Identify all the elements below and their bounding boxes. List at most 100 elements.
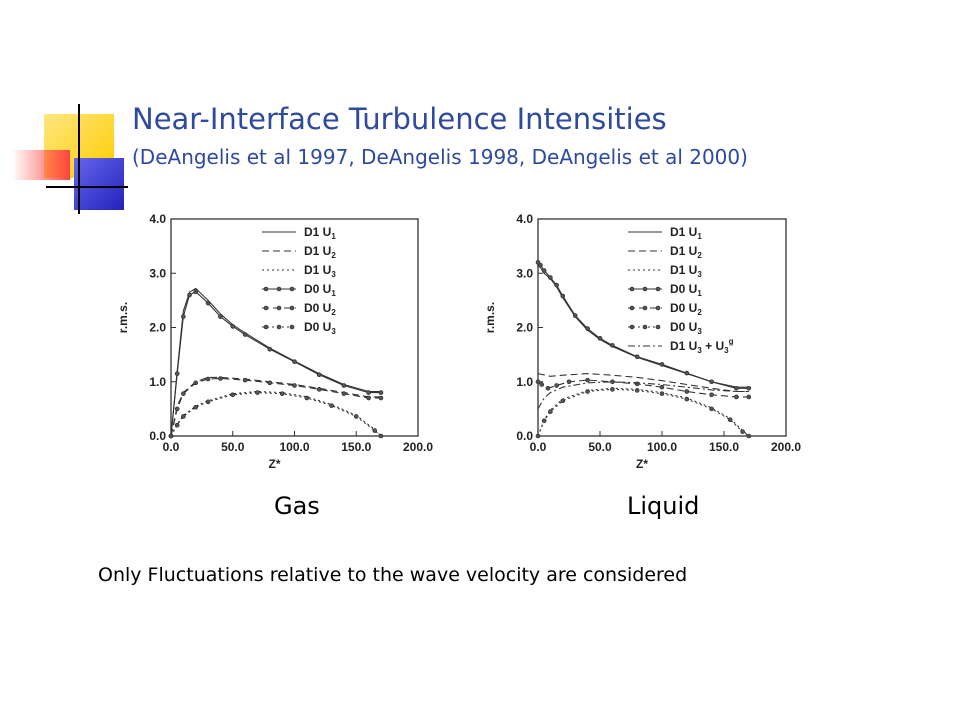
gas-y-axis-label: r.m.s.	[116, 302, 130, 333]
gas-series-point-4	[205, 376, 211, 382]
gas-ytick-label: 1.0	[149, 375, 166, 389]
liquid-xtick-label: 100.0	[647, 440, 677, 454]
liquid-series-point-3	[548, 275, 553, 280]
gas-series-point-3	[218, 314, 223, 319]
gas-ytick-label: 0.0	[149, 429, 166, 443]
liquid-xtick-label: 200.0	[771, 440, 801, 454]
gas-series-point-5	[329, 403, 334, 408]
gas-series-line-5	[170, 392, 382, 437]
gas-legend-marker-4	[276, 305, 282, 311]
gas-legend-marker-3	[276, 286, 282, 292]
liquid-series-point-5	[740, 429, 745, 434]
gas-series-point-5	[255, 390, 260, 395]
deco-blue-square	[74, 158, 124, 210]
gas-series-point-3	[242, 332, 248, 337]
liquid-xtick-label: 50.0	[588, 440, 612, 454]
liquid-series-point-5	[659, 391, 665, 396]
gas-series-point-3	[366, 390, 371, 395]
gas-series-line-2	[170, 390, 382, 437]
liquid-series-point-3	[597, 336, 603, 341]
gas-legend-marker-3	[263, 286, 269, 292]
gas-series-point-4	[174, 406, 180, 412]
liquid-series-point-4	[585, 377, 590, 383]
liquid-legend-marker-4	[655, 305, 661, 311]
liquid-legend-label-5: D0 U3	[670, 320, 702, 336]
liquid-series-line-2	[537, 387, 750, 437]
gas-xtick-label: 200.0	[403, 440, 433, 454]
liquid-series-point-3	[572, 313, 578, 318]
gas-legend-marker-5	[289, 324, 295, 330]
gas-series-point-3	[230, 324, 236, 329]
liquid-series-point-3	[659, 362, 665, 367]
gas-series-line-3	[170, 291, 381, 437]
liquid-legend-marker-3	[629, 286, 635, 292]
liquid-legend-label-4: D0 U2	[670, 301, 702, 317]
gas-caption: Gas	[274, 492, 320, 520]
gas-series-point-5	[230, 392, 236, 398]
liquid-series-point-4	[566, 379, 572, 385]
gas-series-point-4	[218, 376, 223, 381]
liquid-series-point-5	[548, 409, 553, 414]
gas-series-point-3	[181, 314, 186, 319]
gas-series-point-5	[174, 422, 180, 428]
liquid-series-point-5	[709, 406, 714, 412]
gas-series-point-5	[168, 433, 174, 439]
liquid-series-point-3	[610, 343, 615, 348]
gas-series-point-4	[242, 377, 248, 383]
gas-xtick-label: 50.0	[221, 440, 245, 454]
gas-series-point-3	[316, 372, 322, 377]
liquid-series-point-4	[554, 383, 559, 388]
liquid-series-point-3	[541, 268, 547, 273]
liquid-series-point-5	[746, 433, 752, 439]
liquid-series-point-4	[709, 392, 714, 398]
gas-series-point-4	[341, 391, 347, 396]
liquid-legend-marker-4	[642, 305, 648, 311]
gas-series-point-3	[292, 359, 297, 364]
gas-legend-label-5: D0 U3	[304, 320, 336, 336]
footnote: Only Fluctuations relative to the wave v…	[98, 564, 688, 586]
liquid-y-axis-label: r.m.s.	[483, 302, 497, 333]
liquid-series-point-5	[585, 389, 590, 394]
liquid-ytick-label: 3.0	[516, 266, 533, 280]
deco-horizontal-line	[46, 186, 128, 188]
slide-title: Near-Interface Turbulence Intensities	[132, 102, 667, 136]
gas-series-point-3	[267, 346, 273, 352]
gas-series-point-4	[366, 395, 371, 401]
liquid-series-point-3	[554, 282, 559, 288]
liquid-series-point-5	[560, 398, 566, 404]
liquid-series-line-3	[537, 262, 749, 389]
gas-series-point-5	[304, 395, 310, 401]
liquid-series-point-4	[659, 384, 665, 390]
gas-ytick-label: 2.0	[149, 321, 166, 335]
gas-series-point-5	[353, 414, 359, 419]
liquid-series-line-1	[537, 373, 749, 393]
gas-series-point-5	[193, 404, 198, 410]
liquid-series-point-4	[545, 385, 551, 391]
liquid-series-line-5	[537, 388, 750, 437]
liquid-series-point-5	[684, 396, 690, 402]
gas-xtick-label: 0.0	[163, 440, 180, 454]
liquid-ytick-label: 0.0	[516, 429, 533, 443]
gas-legend-marker-3	[289, 286, 295, 292]
liquid-series-point-3	[746, 385, 752, 391]
gas-series-point-5	[205, 399, 211, 405]
liquid-legend-marker-5	[655, 324, 661, 330]
liquid-series-point-3	[734, 385, 739, 391]
liquid-legend-label-0: D1 U1	[670, 225, 702, 241]
gas-xtick-label: 150.0	[341, 440, 371, 454]
gas-series-point-4	[316, 387, 322, 392]
gas-legend-marker-4	[263, 305, 269, 311]
liquid-series-point-3	[634, 354, 640, 360]
liquid-legend-label-2: D1 U3	[670, 263, 702, 279]
liquid-ytick-label: 1.0	[516, 375, 533, 389]
gas-series-point-4	[267, 380, 273, 386]
liquid-legend-label-3: D0 U1	[670, 282, 702, 298]
gas-series-point-5	[181, 414, 186, 419]
gas-series-point-4	[292, 383, 297, 388]
gas-xtick-label: 100.0	[279, 440, 309, 454]
liquid-legend-marker-5	[629, 324, 635, 330]
gas-series-point-3	[205, 300, 211, 306]
liquid-series-point-3	[560, 293, 566, 299]
liquid-ytick-label: 2.0	[516, 321, 533, 335]
